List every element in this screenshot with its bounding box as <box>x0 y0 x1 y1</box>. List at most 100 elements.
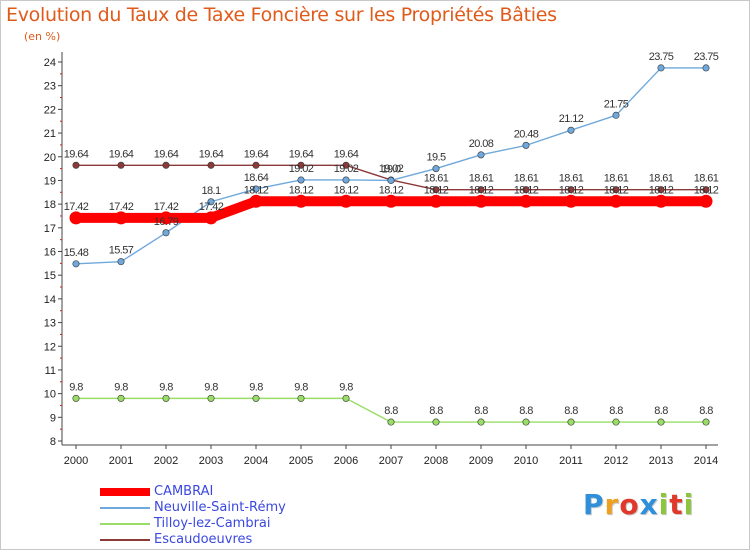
data-point <box>252 394 260 402</box>
data-point <box>387 418 395 426</box>
y-tick-label: 17 <box>44 223 56 235</box>
data-point <box>117 161 125 169</box>
data-label: 15.48 <box>64 247 89 259</box>
data-label: 18.12 <box>694 184 719 196</box>
data-label: 17.42 <box>199 201 224 213</box>
legend-swatch <box>100 539 150 541</box>
data-label: 23.75 <box>649 51 674 63</box>
data-label: 18.12 <box>289 184 314 196</box>
data-point <box>252 161 260 169</box>
data-label: 18.12 <box>379 184 404 196</box>
x-tick-label: 2008 <box>424 455 448 467</box>
data-label: 19.02 <box>334 163 359 175</box>
data-point <box>162 161 170 169</box>
x-tick-label: 2012 <box>604 455 628 467</box>
y-tick-label: 12 <box>44 341 56 353</box>
y-tick-label: 22 <box>44 104 56 116</box>
data-point <box>567 126 575 134</box>
data-point <box>522 186 530 194</box>
data-point <box>114 211 128 225</box>
data-point <box>159 211 173 225</box>
data-point <box>567 418 575 426</box>
x-tick-label: 2006 <box>334 455 358 467</box>
data-point <box>702 186 710 194</box>
data-point <box>162 229 170 237</box>
unit-label: (en %) <box>24 30 61 43</box>
data-label: 8.8 <box>654 405 668 417</box>
data-point <box>204 211 218 225</box>
y-tick-label: 24 <box>44 57 56 69</box>
x-tick-label: 2003 <box>199 455 223 467</box>
x-tick-label: 2005 <box>289 455 313 467</box>
y-tick-label: 23 <box>44 81 56 93</box>
data-point <box>657 64 665 72</box>
data-label: 21.12 <box>559 113 584 125</box>
proxiti-logo: Proxiti <box>583 488 694 521</box>
data-point <box>207 394 215 402</box>
y-tick-label: 9 <box>50 412 56 424</box>
data-point <box>477 418 485 426</box>
data-point <box>342 176 350 184</box>
data-point <box>612 418 620 426</box>
data-point <box>477 186 485 194</box>
data-label: 19.64 <box>334 148 359 160</box>
data-label: 9.8 <box>249 381 263 393</box>
data-point <box>522 141 530 149</box>
data-label: 19.64 <box>64 148 89 160</box>
y-tick-label: 20 <box>44 152 56 164</box>
data-label: 18.61 <box>694 173 719 185</box>
logo-letter: i <box>683 488 695 521</box>
data-point <box>432 186 440 194</box>
data-label: 18.61 <box>559 173 584 185</box>
data-point <box>162 394 170 402</box>
data-label: 19.64 <box>244 148 269 160</box>
data-label: 21.75 <box>604 98 629 110</box>
data-label: 19.64 <box>289 148 314 160</box>
data-label: 18.61 <box>604 173 629 185</box>
logo-letter: x <box>639 488 659 521</box>
data-label: 16.79 <box>154 216 179 228</box>
data-point <box>702 64 710 72</box>
legend-swatch <box>100 488 150 496</box>
data-point <box>432 165 440 173</box>
data-point <box>699 194 713 208</box>
y-tick-label: 15 <box>44 270 56 282</box>
data-label: 18.12 <box>424 184 449 196</box>
data-label: 9.8 <box>294 381 308 393</box>
x-tick-label: 2001 <box>109 455 133 467</box>
data-point <box>432 418 440 426</box>
data-point <box>207 198 215 206</box>
data-label: 8.8 <box>474 405 488 417</box>
data-label: 17.42 <box>154 201 179 213</box>
data-label: 8.8 <box>609 405 623 417</box>
data-label: 18.12 <box>244 184 269 196</box>
x-tick-label: 2000 <box>64 455 88 467</box>
y-tick-label: 14 <box>44 294 56 306</box>
data-label: 19.64 <box>199 148 224 160</box>
data-label: 19.02 <box>289 163 314 175</box>
data-point <box>477 151 485 159</box>
data-label: 15.57 <box>109 245 134 257</box>
data-point <box>72 394 80 402</box>
data-label: 18.61 <box>514 173 539 185</box>
data-label: 19.5 <box>426 152 445 164</box>
legend-swatch <box>100 523 150 525</box>
data-label: 9.8 <box>204 381 218 393</box>
data-point <box>294 194 308 208</box>
data-label: 18.1 <box>201 185 220 197</box>
data-point <box>249 194 263 208</box>
chart-title: Evolution du Taux de Taxe Foncière sur l… <box>6 4 557 26</box>
data-point <box>564 194 578 208</box>
data-point <box>657 418 665 426</box>
data-label: 19.64 <box>109 148 134 160</box>
data-label: 18.12 <box>649 184 674 196</box>
x-tick-label: 2009 <box>469 455 493 467</box>
data-point <box>474 194 488 208</box>
x-tick-label: 2004 <box>244 455 268 467</box>
data-point <box>297 161 305 169</box>
data-point <box>342 394 350 402</box>
data-label: 20.08 <box>469 138 494 150</box>
logo-letter: i <box>658 488 670 521</box>
data-label: 9.8 <box>339 381 353 393</box>
data-point <box>654 194 668 208</box>
